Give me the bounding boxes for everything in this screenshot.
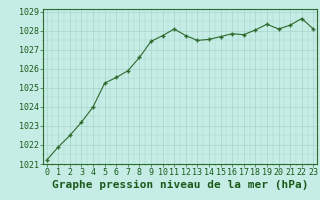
- X-axis label: Graphe pression niveau de la mer (hPa): Graphe pression niveau de la mer (hPa): [52, 180, 308, 190]
